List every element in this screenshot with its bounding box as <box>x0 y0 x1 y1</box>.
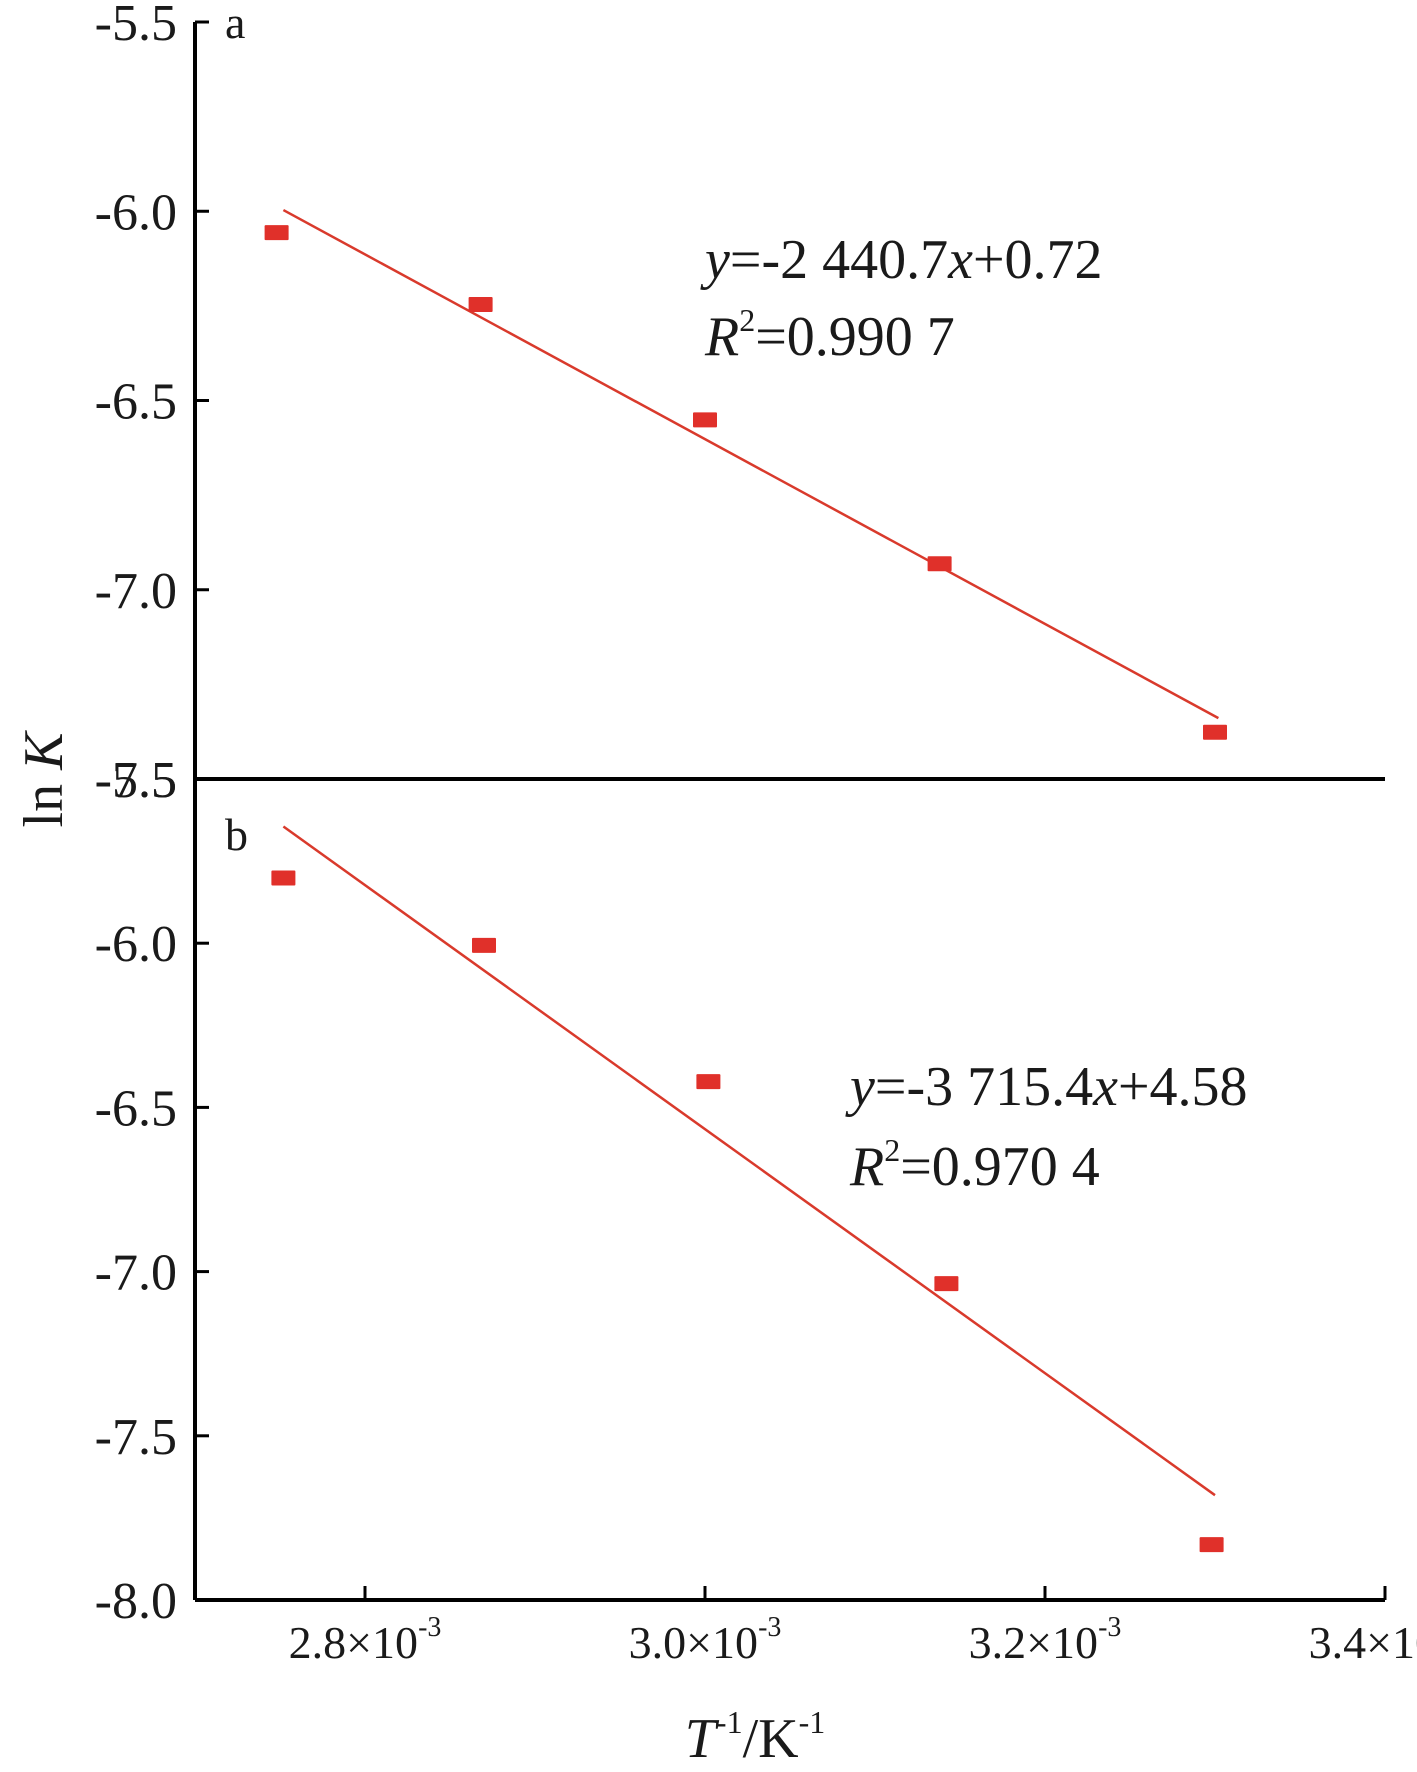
panel-b-equation: y=-3 715.4x+4.58 <box>845 1056 1248 1118</box>
xtick-label-1: 3.0×10-3 <box>629 1612 782 1668</box>
panel-b-point-4 <box>1199 1537 1224 1553</box>
panel-b-ytick-label-5: -8.0 <box>95 1573 177 1630</box>
panel-a-ytick-label-4: -7.5 <box>95 752 177 809</box>
panel-a-point-4 <box>1203 724 1227 740</box>
xtick-label-3: 3.4×10-3 <box>1309 1612 1417 1668</box>
points-layer <box>264 225 1227 1553</box>
panel-a-ytick-label-0: -5.5 <box>95 0 177 52</box>
panel-b-point-2 <box>696 1074 721 1090</box>
ticks-layer: -5.5-6.0-6.5-7.0-7.5-5.5-6.0-6.5-7.0-7.5… <box>95 0 1417 1668</box>
xtick-label-2: 3.2×10-3 <box>969 1612 1122 1668</box>
panel-b-r-squared: R2=0.970 4 <box>849 1132 1100 1198</box>
panel-a-point-0 <box>264 225 289 241</box>
panel-b-ytick-label-1: -6.0 <box>95 916 177 973</box>
panel-b-label: b <box>225 809 248 860</box>
panel-b-point-3 <box>934 1276 959 1292</box>
x-axis-label: T-1/K-1 <box>685 1704 825 1770</box>
panel-a-point-1 <box>468 296 493 312</box>
panel-a-point-2 <box>693 412 717 428</box>
panel-a-ytick-label-1: -6.0 <box>95 184 177 241</box>
panel-b-fit-line <box>282 825 1216 1497</box>
xtick-label-0: 2.8×10-3 <box>289 1612 442 1668</box>
panel-b-point-0 <box>271 870 296 886</box>
panel-a-r-squared: R2=0.990 7 <box>704 302 955 368</box>
panel-a-fit-line <box>282 208 1219 720</box>
panel-b-ytick-label-4: -7.5 <box>95 1409 177 1466</box>
panel-a-ytick-label-3: -7.0 <box>95 563 177 620</box>
fit-lines-layer <box>282 208 1219 1497</box>
panel-b-ytick-label-2: -6.5 <box>95 1080 177 1137</box>
panel-a-point-3 <box>927 556 952 572</box>
panel-b-point-1 <box>472 937 496 953</box>
panel-b-ytick-label-3: -7.0 <box>95 1245 177 1302</box>
panel-a-label: a <box>225 0 245 48</box>
y-axis-label: ln K <box>13 730 75 828</box>
panel-a-equation: y=-2 440.7x+0.72 <box>700 229 1103 291</box>
panel-a-ytick-label-2: -6.5 <box>95 374 177 431</box>
panel-b-ytick-label-0: -5.5 <box>95 752 177 809</box>
